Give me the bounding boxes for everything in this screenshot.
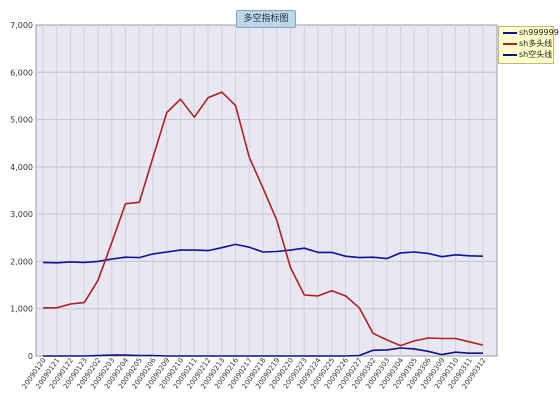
- y-axis: 0 1,000 2,000 3,000 4,000 5,000 6,000 7,000: [10, 21, 33, 361]
- series-line-0: [42, 243, 484, 264]
- chart-title: 多空指标图: [236, 10, 296, 28]
- legend-swatch: [503, 54, 517, 56]
- plot-area: [35, 24, 498, 357]
- y-tick-label: 2,000: [10, 257, 33, 266]
- legend-label: sh多头线: [519, 39, 553, 48]
- legend-item: sh999999: [499, 27, 559, 38]
- gridlines: [36, 25, 497, 356]
- legend-item: sh空头线: [499, 49, 553, 60]
- y-tick-label: 4,000: [10, 163, 33, 172]
- y-tick-label: 5,000: [10, 116, 33, 125]
- legend-item: sh多头线: [499, 38, 553, 49]
- y-tick-label: 6,000: [10, 68, 33, 77]
- series-lines: [42, 91, 484, 357]
- y-tick-label: 1,000: [10, 305, 33, 314]
- y-tick-label: 0: [28, 352, 33, 361]
- legend: sh999999 sh多头线 sh空头线: [498, 26, 559, 64]
- y-tick-label: 3,000: [10, 210, 33, 219]
- legend-label: sh空头线: [519, 50, 553, 59]
- series-line-2: [43, 347, 483, 357]
- y-tick-label: 7,000: [10, 21, 33, 30]
- legend-swatch: [503, 43, 517, 45]
- series-line-1: [43, 91, 484, 347]
- legend-swatch: [503, 32, 517, 34]
- x-axis: 2009012020090121200901222009012320090202…: [21, 356, 488, 390]
- legend-label: sh999999: [519, 28, 559, 37]
